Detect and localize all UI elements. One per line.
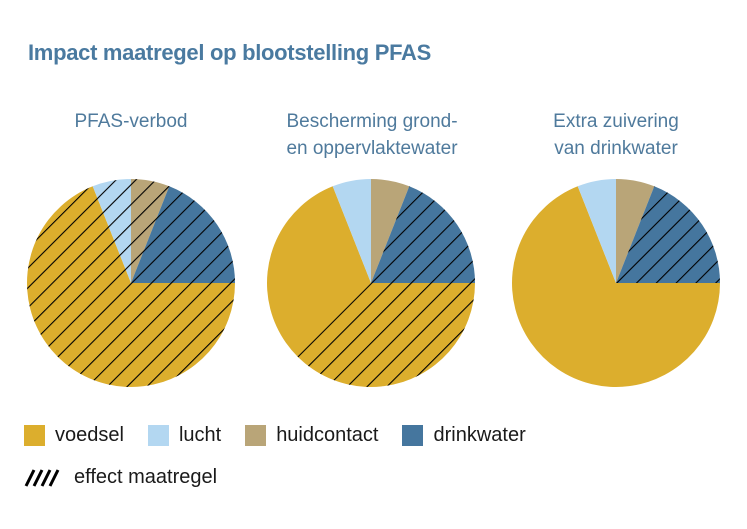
- legend-drinkwater: drinkwater: [402, 424, 526, 447]
- pie-pfas-verbod: [26, 179, 235, 387]
- swatch-lucht: [147, 424, 169, 446]
- legend-voedsel: voedsel: [24, 424, 124, 447]
- pie-extra-zuivering: [512, 179, 720, 387]
- swatch-drinkwater: [402, 424, 424, 446]
- swatch-huidcontact: [245, 424, 267, 446]
- hatch-icon: [24, 468, 60, 487]
- legend-lucht: lucht: [147, 424, 221, 447]
- subtitle-pfas-verbod: PFAS-verbod: [74, 111, 188, 132]
- chart-title: Impact maatregel op blootstelling PFAS: [28, 40, 432, 65]
- subtitle-bescherming: Bescherming grond-en oppervlaktewater: [286, 111, 458, 159]
- legend-huidcontact: huidcontact: [245, 424, 378, 447]
- legend-effect: effect maatregel: [24, 466, 217, 489]
- swatch-voedsel: [24, 424, 45, 446]
- subtitle-extra-zuivering: Extra zuivering van drinkwater: [553, 111, 679, 159]
- legend: voedsel lucht huidcontact drinkwater: [24, 420, 550, 450]
- pie-bescherming: [267, 179, 475, 387]
